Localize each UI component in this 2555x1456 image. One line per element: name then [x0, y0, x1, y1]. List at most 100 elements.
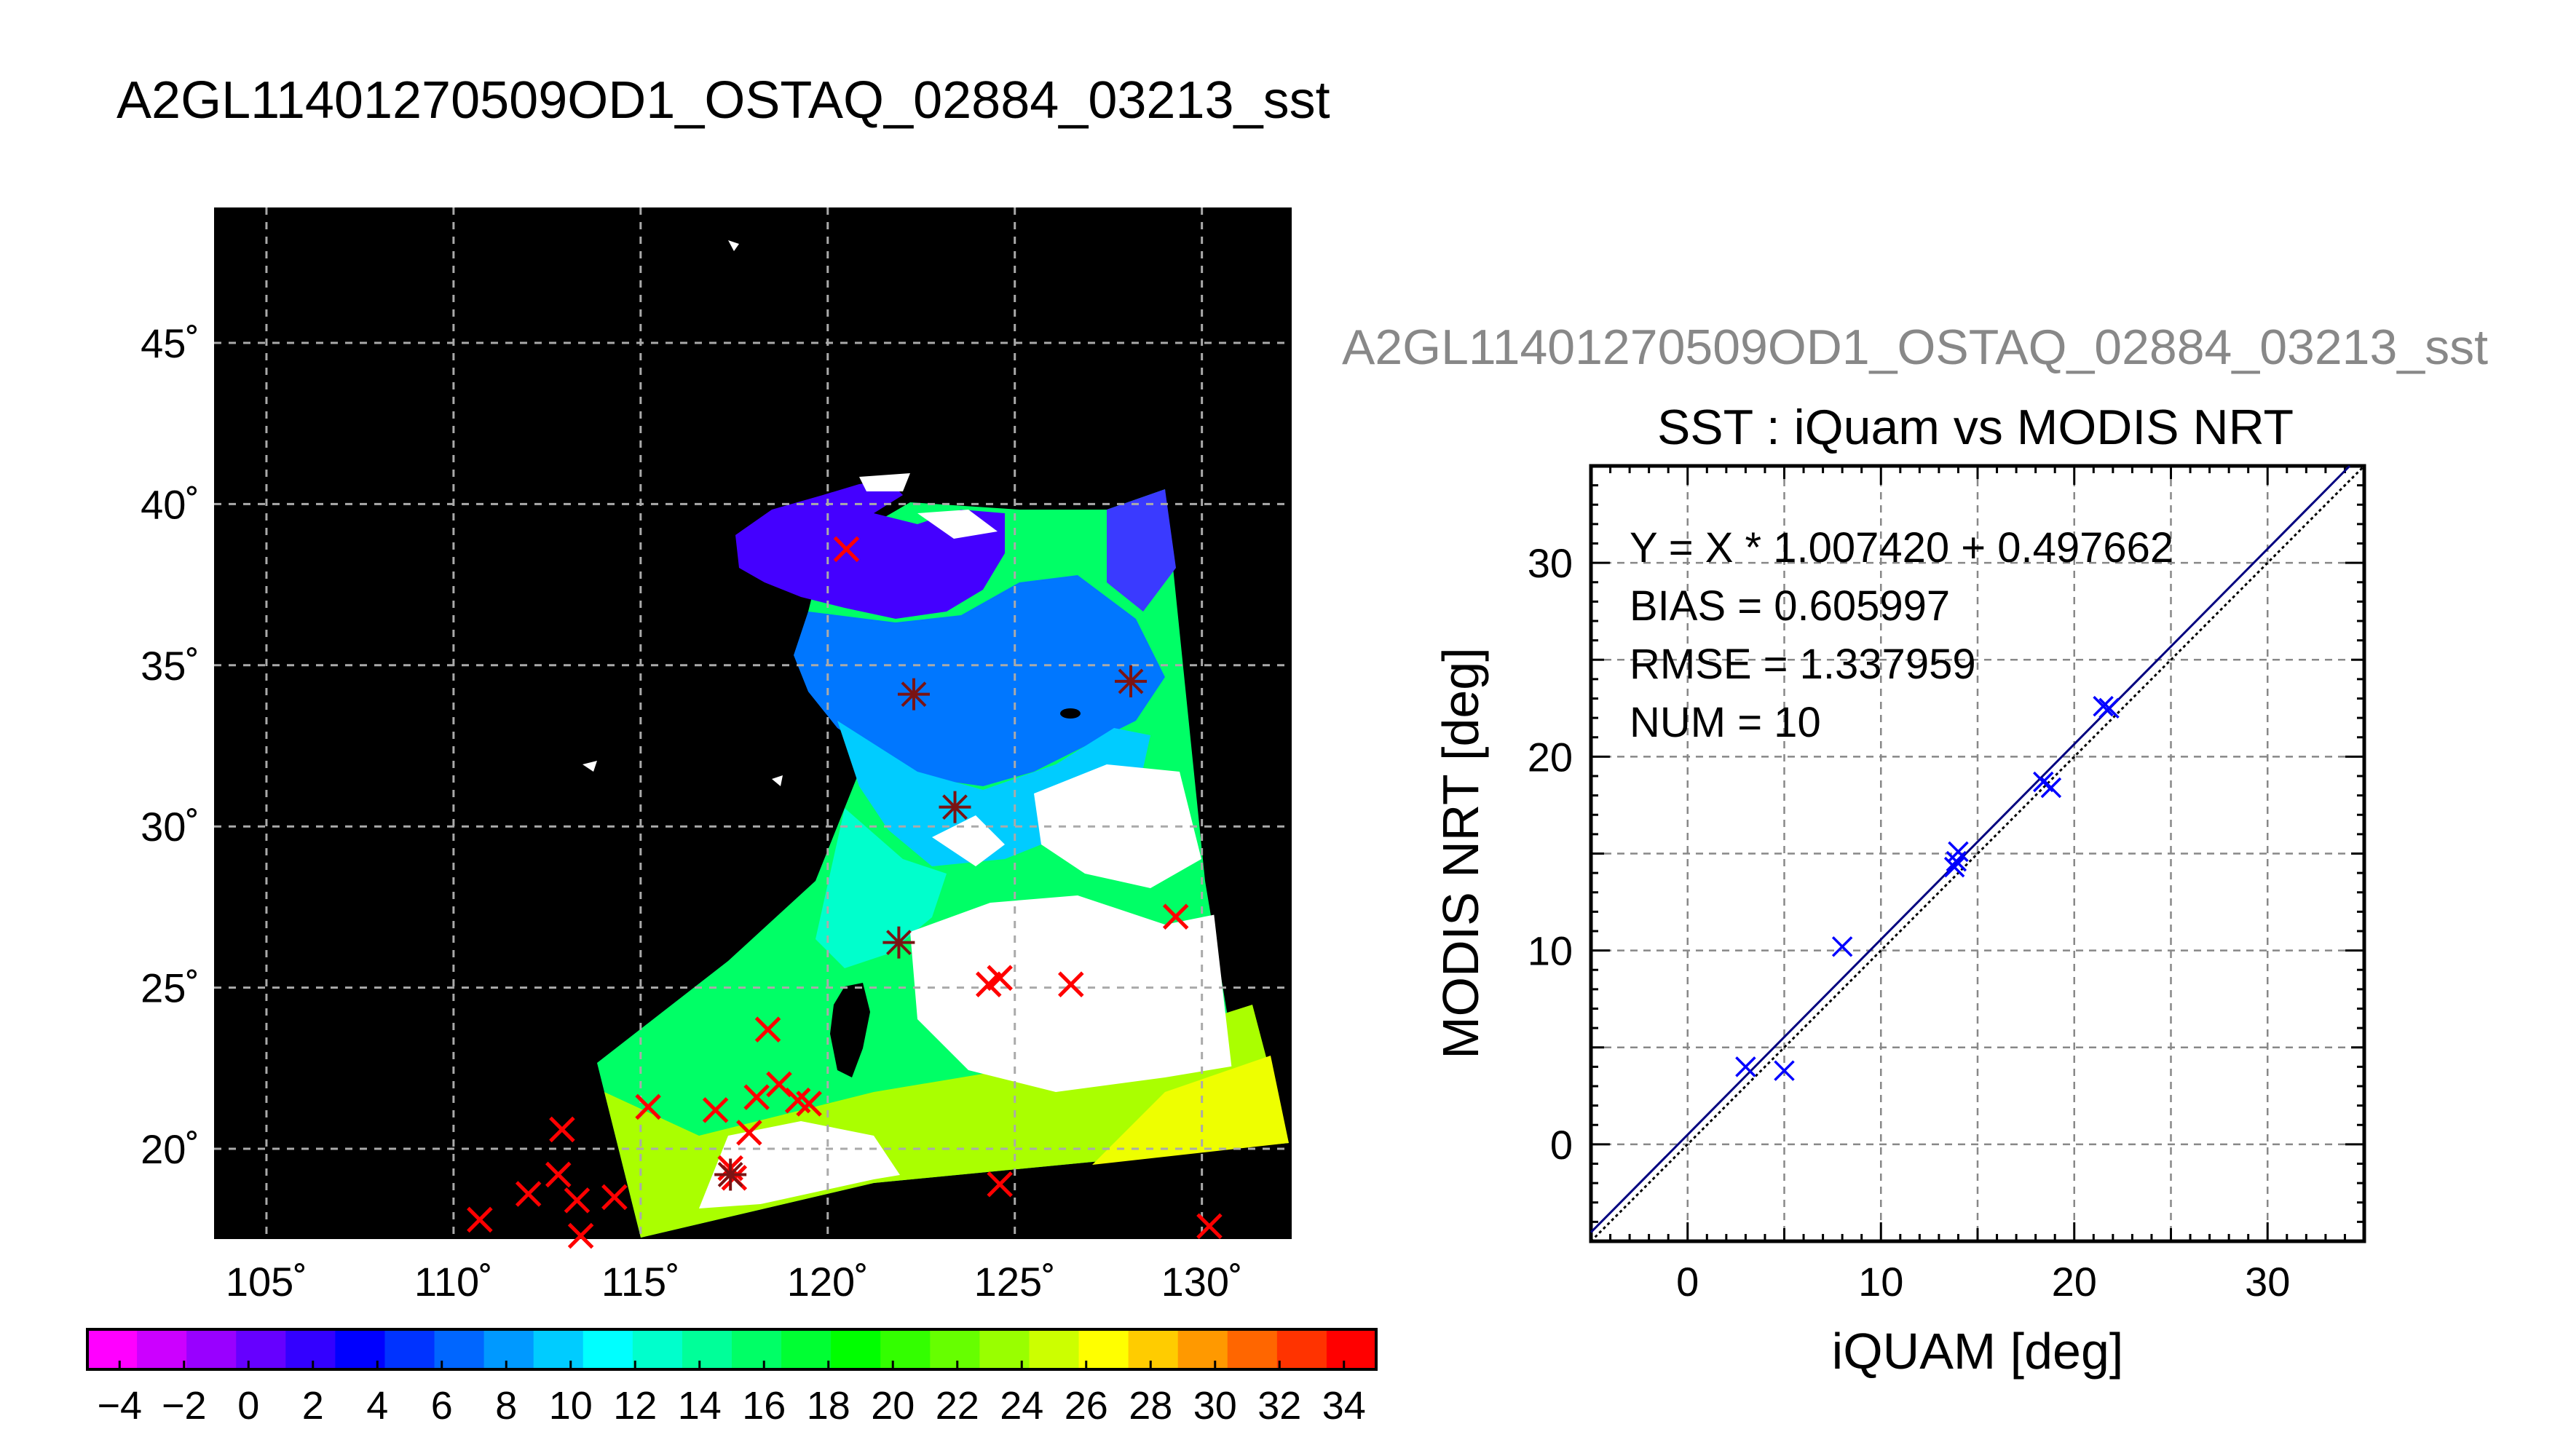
scatter-y-label: MODIS NRT [deg] [1432, 647, 1489, 1059]
yellow-sea [794, 575, 1165, 786]
map-insitu-marker [567, 1222, 594, 1249]
scatter-stats: Y = X * 1.007420 + 0.497662 BIAS = 0.6059… [1630, 524, 2173, 746]
scatter-point [1946, 850, 1967, 872]
map-insitu-marker [564, 1187, 591, 1214]
colorbar-swatch [186, 1329, 237, 1369]
colorbar-swatch [137, 1329, 187, 1369]
colorbar-swatch [1227, 1329, 1278, 1369]
scatter-point [1943, 856, 1965, 878]
ice-patches [583, 240, 998, 786]
colorbar-swatch [682, 1329, 732, 1369]
scatter-point [1774, 1060, 1795, 1081]
colorbar-swatch [87, 1329, 138, 1369]
colorbar-tick-label: 14 [678, 1384, 722, 1428]
map-insitu-marker [515, 1181, 542, 1207]
colorbar-tick-label: 24 [1000, 1384, 1043, 1428]
colorbar-swatch [781, 1329, 832, 1369]
map-graticule [214, 207, 1292, 1239]
map-lon-tick-label: 110˚ [414, 1259, 493, 1305]
colorbar-tick-label: 22 [936, 1384, 979, 1428]
colorbar-tick-label: 16 [742, 1384, 786, 1428]
colorbar-tick-label: 30 [1193, 1384, 1237, 1428]
coastal-shelf [816, 808, 947, 968]
map-lat-tick-label: 30˚ [141, 804, 200, 850]
map-insitu-marker [549, 1116, 575, 1143]
colorbar-swatch [384, 1329, 435, 1369]
colorbar-swatch [930, 1329, 981, 1369]
colorbar-swatch [880, 1329, 931, 1369]
colorbar-swatch [236, 1329, 287, 1369]
scatter-points [1735, 695, 2120, 1081]
map-star-marker [939, 791, 971, 823]
colorbar-swatch [533, 1329, 584, 1369]
figure-title: A2GL11401270509OD1_OSTAQ_02884_03213_sst [117, 71, 1330, 130]
colorbar-tick-label: 8 [495, 1384, 517, 1428]
colorbar-swatch [1029, 1329, 1080, 1369]
colorbar-tick-label: 12 [613, 1384, 657, 1428]
colorbar-tick-label: 2 [302, 1384, 324, 1428]
scatter-ticks: 0 10 20 30 0 10 20 30 [1528, 464, 2366, 1305]
colorbar-tick-label: 10 [549, 1384, 593, 1428]
colorbar-labels: −4 −2 0 2 4 6 8 10 12 14 16 18 20 22 24 26 28 30 32 34 [97, 1361, 1366, 1428]
scatter-y-tick-label: 10 [1528, 928, 1573, 974]
colorbar-swatch [285, 1329, 336, 1369]
colorbar-frame [86, 1328, 1378, 1371]
colorbar-tick-label: 26 [1065, 1384, 1108, 1428]
map-lon-tick-label: 120˚ [787, 1259, 869, 1305]
scatter-x-tick-label: 10 [1858, 1259, 1903, 1305]
map-insitu-marker [987, 965, 1013, 992]
scatter-identity-line [1590, 464, 2366, 1243]
map-lon-tick-label: 130˚ [1161, 1259, 1243, 1305]
scatter-plot: 0 10 20 30 0 10 20 30 Y = X * 1.007420 + 0.4976… [1432, 464, 2366, 1380]
colorbar-swatch [1128, 1329, 1179, 1369]
map-lon-tick-label: 115˚ [601, 1259, 680, 1305]
warm-south-band-2 [1092, 1056, 1289, 1165]
scatter-title: SST : iQuam vs MODIS NRT [1657, 400, 2294, 455]
map-insitu-marker [743, 1084, 770, 1110]
colorbar-swatch [1177, 1329, 1228, 1369]
scatter-x-tick-label: 0 [1676, 1259, 1699, 1305]
colorbar-swatch [1276, 1329, 1327, 1369]
scatter-stat-line: RMSE = 1.337959 [1630, 641, 1976, 688]
colorbar-swatch [483, 1329, 534, 1369]
map-star-marker [882, 926, 915, 959]
map-star-marker [1115, 665, 1148, 697]
scatter-fit-lines [1590, 464, 2366, 1243]
colorbar-swatch [583, 1329, 633, 1369]
map-star-marker [897, 678, 930, 711]
colorbar-swatch [732, 1329, 782, 1369]
scatter-y-tick-label: 30 [1528, 540, 1573, 586]
colorbar-tick-label: 28 [1129, 1384, 1172, 1428]
colorbar-tick-label: 6 [431, 1384, 453, 1428]
map-lat-tick-label: 40˚ [141, 481, 200, 527]
map-insitu-marker [702, 1097, 729, 1123]
taiwan [830, 983, 870, 1077]
colorbar-tick-label: 20 [871, 1384, 915, 1428]
scatter-x-label: iQUAM [deg] [1832, 1323, 2124, 1380]
colorbar-tick-label: −4 [97, 1384, 142, 1428]
map-tick-labels: 105˚ 110˚ 115˚ 120˚ 125˚ 130˚ 45˚ 40˚ 35˚ 30˚ 25˚ 2… [141, 320, 1243, 1305]
scatter-stat-line: Y = X * 1.007420 + 0.497662 [1630, 524, 2173, 571]
colorbar-tick-label: 32 [1257, 1384, 1301, 1428]
scatter-x-tick-label: 20 [2052, 1259, 2097, 1305]
map-lon-tick-label: 105˚ [226, 1259, 307, 1305]
map-lat-tick-label: 20˚ [141, 1126, 200, 1172]
map-insitu-marker [601, 1184, 628, 1211]
scatter-y-tick-label: 20 [1528, 734, 1573, 780]
map-insitu-marker [736, 1120, 762, 1146]
small-island [1060, 708, 1081, 719]
map-insitu-marker [635, 1093, 661, 1120]
map-insitu-marker [987, 1171, 1013, 1198]
map-lat-tick-label: 35˚ [141, 643, 200, 689]
scatter-point [1831, 936, 1853, 957]
colorbar-swatch [831, 1329, 882, 1369]
map-markers [467, 536, 1223, 1249]
colorbar: −4 −2 0 2 4 6 8 10 12 14 16 18 20 22 24 26 28 30 32 34 [86, 1328, 1378, 1428]
scatter-file-label: A2GL11401270509OD1_OSTAQ_02884_03213_sst [1342, 320, 2488, 375]
colorbar-tick-label: 4 [366, 1384, 388, 1428]
colorbar-tick-label: 18 [807, 1384, 850, 1428]
map-insitu-marker [754, 1016, 781, 1042]
korea-coast [1107, 489, 1176, 612]
sst-swath [583, 240, 1289, 1238]
